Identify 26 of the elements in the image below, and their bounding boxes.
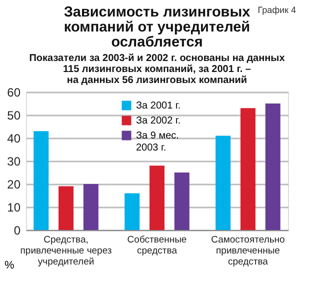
legend-label: За 9 мес. 2003 г.: [136, 130, 179, 154]
legend-label: За 2002 г.: [136, 116, 181, 126]
x-tick-label: Собственные средства: [127, 234, 187, 256]
y-tick-label: 30: [7, 154, 21, 168]
bar: [240, 108, 256, 230]
x-tick-label: Самостоятельно привлеченные средства: [211, 234, 285, 268]
bar: [34, 131, 49, 230]
chart-subtitle: Показатели за 2003-й и 2002 г. основаны на данных 115 лизинговых компаний, за 2001 г. – на данных 56 лизинговых компаний: [29, 53, 286, 86]
y-tick-label: 50: [7, 108, 21, 122]
bar: [174, 172, 190, 230]
bar: [150, 166, 164, 230]
bar: [83, 184, 98, 230]
bar: [265, 104, 280, 230]
bar: [216, 136, 231, 230]
y-tick-label: 0: [14, 224, 21, 238]
y-tick-label: 10: [7, 200, 21, 214]
bar: [58, 186, 74, 230]
text: График 4: [258, 5, 296, 15]
y-tick-label: 40: [7, 132, 21, 146]
legend-label: За 2001 г.: [136, 100, 181, 112]
x-tick-label: Средства, привлеченные через учредителей: [20, 234, 112, 268]
y-tick-label: 20: [7, 178, 21, 192]
bar: [124, 193, 140, 230]
y-axis-title: %: [4, 260, 14, 272]
y-tick-label: 60: [7, 86, 21, 100]
chart-title: Зависимость лизинговых компаний от учредителей ослабляется: [64, 4, 250, 50]
